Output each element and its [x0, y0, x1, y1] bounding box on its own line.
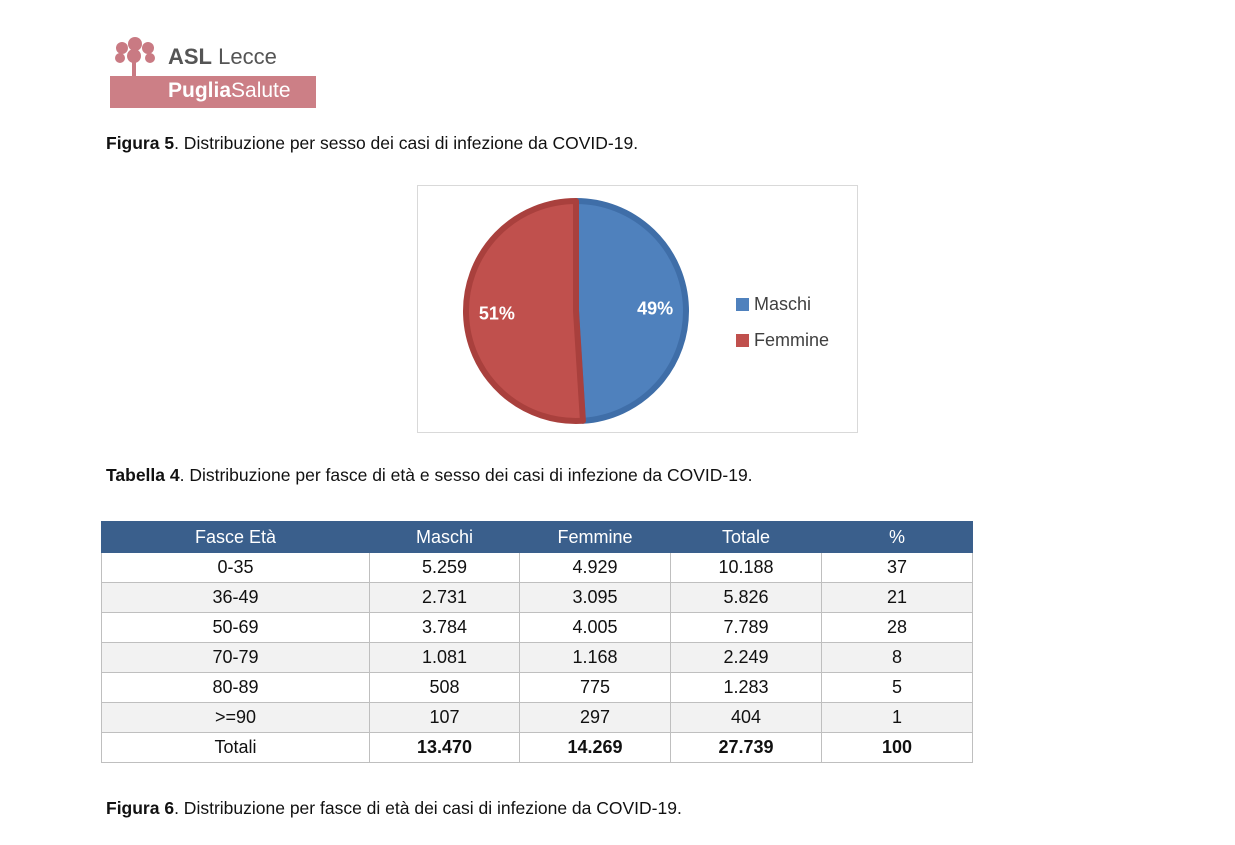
figure5-caption: Figura 5. Distribuzione per sesso dei ca…: [106, 133, 639, 153]
table-cell: 107: [369, 702, 520, 733]
total-cell: 100: [821, 732, 973, 763]
table-cell: 4.005: [519, 612, 671, 643]
table-row: 36-49 2.731 3.095 5.826 21: [101, 582, 973, 613]
chart-legend: Maschi Femmine: [736, 286, 829, 358]
table-cell: 37: [821, 552, 973, 583]
column-header: Totale: [670, 521, 822, 553]
table-cell: 21: [821, 582, 973, 613]
table-cell: 5.259: [369, 552, 520, 583]
pie-data-label: 51%: [479, 303, 515, 323]
table-cell: 1.283: [670, 672, 822, 703]
table-cell: 5.826: [670, 582, 822, 613]
column-header: %: [821, 521, 973, 553]
table-row: 0-35 5.259 4.929 10.188 37: [101, 552, 973, 583]
table-cell: 0-35: [101, 552, 370, 583]
table-cell: 5: [821, 672, 973, 703]
total-cell: 27.739: [670, 732, 822, 763]
table-cell: >=90: [101, 702, 370, 733]
pie-slice-femmine: [463, 198, 586, 424]
table-cell: 50-69: [101, 612, 370, 643]
table-cell: 7.789: [670, 612, 822, 643]
table-cell: 508: [369, 672, 520, 703]
table-cell: 4.929: [519, 552, 671, 583]
table-cell: 775: [519, 672, 671, 703]
table-cell: 70-79: [101, 642, 370, 673]
age-sex-table: Fasce Età Maschi Femmine Totale% 0-35 5.259 4…: [101, 521, 973, 763]
table-header-row: Fasce Età Maschi Femmine Totale%: [101, 521, 973, 553]
legend-item-femmine: Femmine: [736, 322, 829, 358]
table-cell: 2.249: [670, 642, 822, 673]
table-cell: 404: [670, 702, 822, 733]
table-cell: 36-49: [101, 582, 370, 613]
pie-slice-maschi: [573, 198, 689, 424]
logo-asl-lecce: ASL Lecce: [168, 44, 277, 69]
table-cell: 1.168: [519, 642, 671, 673]
logo-puglia-salute: PugliaSalute: [110, 76, 316, 108]
legend-swatch: [736, 333, 749, 347]
tree-icon: [115, 37, 155, 76]
table-cell: 1.081: [369, 642, 520, 673]
table-cell: 2.731: [369, 582, 520, 613]
table-cell: 297: [519, 702, 671, 733]
table-cell: 3.784: [369, 612, 520, 643]
column-header: Fasce Età: [101, 521, 370, 553]
table-row: >=90 107 297 404 1: [101, 702, 973, 733]
asl-lecce-logo: ASL Lecce PugliaSalute: [110, 36, 316, 108]
pie-data-label: 49%: [637, 299, 673, 319]
legend-item-maschi: Maschi: [736, 286, 829, 322]
figure6-caption: Figura 6. Distribuzione per fasce di età…: [106, 798, 682, 818]
total-cell: 14.269: [519, 732, 671, 763]
table-cell: 10.188: [670, 552, 822, 583]
table-total-row: Totali 13.470 14.269 27.739 100: [101, 732, 973, 763]
total-cell: 13.470: [369, 732, 520, 763]
table-row: 70-79 1.081 1.168 2.249 8: [101, 642, 973, 673]
table-cell: 3.095: [519, 582, 671, 613]
table4-caption: Tabella 4. Distribuzione per fasce di et…: [106, 465, 753, 485]
pie-svg: 49% 51%: [463, 198, 689, 424]
table-cell: 8: [821, 642, 973, 673]
table-cell: 1: [821, 702, 973, 733]
table-row: 50-69 3.784 4.005 7.789 28: [101, 612, 973, 643]
total-cell: Totali: [101, 732, 370, 763]
table-cell: 28: [821, 612, 973, 643]
column-header: Femmine: [519, 521, 671, 553]
column-header: Maschi: [369, 521, 520, 553]
pie-chart: 49% 51% Maschi Femmine: [417, 185, 858, 433]
table-row: 80-89 508 775 1.283 5: [101, 672, 973, 703]
table-cell: 80-89: [101, 672, 370, 703]
legend-swatch: [736, 297, 749, 311]
